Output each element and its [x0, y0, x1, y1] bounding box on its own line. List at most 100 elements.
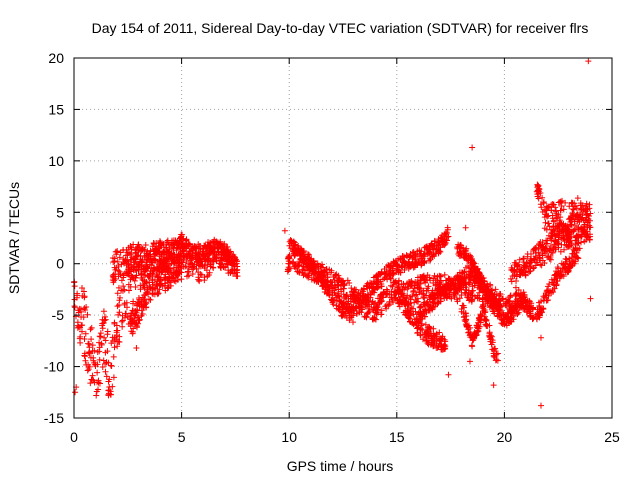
data-point-marker [119, 312, 126, 319]
data-point-marker [430, 246, 437, 253]
data-point-marker [190, 264, 197, 271]
data-point-marker [508, 318, 515, 325]
data-point-marker [288, 240, 295, 247]
data-point-marker [305, 272, 312, 279]
data-point-marker [551, 228, 558, 235]
data-point-marker [125, 287, 132, 294]
data-point-marker [522, 263, 529, 270]
data-point-marker [492, 345, 499, 352]
data-point-marker [366, 297, 373, 304]
data-point-marker [130, 298, 137, 305]
data-point-marker [127, 256, 134, 263]
data-point-marker [568, 199, 575, 206]
data-point-marker [542, 249, 549, 256]
data-point-marker [471, 334, 478, 341]
data-point-marker [585, 234, 592, 241]
data-point-marker [136, 317, 143, 324]
data-point-marker [520, 255, 527, 262]
data-point-marker [196, 276, 203, 283]
data-point-marker [535, 182, 542, 189]
data-point-marker [332, 272, 339, 279]
series-clusterB-descending-trace [286, 236, 357, 326]
data-point-marker [116, 254, 123, 261]
data-point-marker [93, 392, 100, 399]
data-point-marker [552, 204, 559, 211]
data-point-marker [86, 344, 93, 351]
data-point-marker [429, 306, 436, 313]
data-point-marker [170, 251, 177, 258]
data-point-marker [378, 283, 385, 290]
data-point-marker [469, 269, 476, 276]
data-point-marker [551, 231, 558, 238]
data-point-marker [321, 289, 328, 296]
data-point-marker [231, 269, 238, 276]
data-point-marker [118, 261, 125, 268]
data-point-marker [96, 333, 103, 340]
data-point-marker [428, 330, 435, 337]
data-point-marker [225, 267, 232, 274]
data-point-marker [171, 277, 178, 284]
series-clusterB-evening-high [533, 181, 594, 243]
data-point-marker [88, 336, 95, 343]
data-point-marker [328, 267, 335, 274]
data-point-marker [512, 291, 519, 298]
data-point-marker [118, 277, 125, 284]
data-point-marker [434, 239, 441, 246]
data-point-marker [422, 321, 429, 328]
data-point-marker [388, 282, 395, 289]
data-point-marker [154, 291, 161, 298]
data-point-marker [474, 294, 481, 301]
data-point-marker [143, 290, 150, 297]
data-point-marker [79, 322, 86, 329]
data-point-marker [483, 321, 490, 328]
data-point-marker [444, 226, 451, 233]
data-point-marker [408, 304, 415, 311]
data-point-marker [385, 268, 392, 275]
data-point-marker [472, 273, 479, 280]
data-point-marker [327, 283, 334, 290]
data-point-marker [149, 270, 156, 277]
data-point-marker [509, 267, 516, 274]
y-tick-label: -10 [44, 359, 64, 375]
data-point-marker [476, 323, 483, 330]
x-tick-label: 20 [497, 429, 513, 445]
data-point-marker [153, 263, 160, 270]
data-point-marker [102, 360, 109, 367]
data-point-marker [223, 246, 230, 253]
series-outliers [72, 58, 594, 409]
data-point-marker [286, 260, 293, 267]
data-point-marker [211, 236, 218, 243]
data-point-marker [340, 285, 347, 292]
data-point-marker [462, 224, 469, 231]
data-point-marker [430, 275, 437, 282]
data-point-marker [568, 241, 575, 248]
data-point-marker [487, 338, 494, 345]
data-point-marker [488, 341, 495, 348]
data-point-marker [472, 265, 479, 272]
data-point-marker [418, 262, 425, 269]
data-point-marker [160, 266, 167, 273]
data-point-marker [481, 309, 488, 316]
data-point-marker [458, 269, 465, 276]
data-point-marker [299, 252, 306, 259]
data-point-marker [82, 357, 89, 364]
data-point-marker [560, 206, 567, 213]
data-point-marker [437, 272, 444, 279]
data-point-marker [227, 259, 234, 266]
data-point-marker [419, 255, 426, 262]
data-point-marker [537, 402, 544, 409]
data-point-marker [583, 203, 590, 210]
data-point-marker [462, 247, 469, 254]
data-point-marker [508, 278, 515, 285]
data-point-marker [111, 344, 118, 351]
data-point-marker [407, 296, 414, 303]
data-point-marker [533, 316, 540, 323]
data-point-marker [378, 311, 385, 318]
data-point-marker [185, 251, 192, 258]
data-point-marker [492, 357, 499, 364]
data-point-marker [127, 242, 134, 249]
data-point-marker [223, 252, 230, 259]
data-point-marker [324, 278, 331, 285]
data-point-marker [100, 308, 107, 315]
